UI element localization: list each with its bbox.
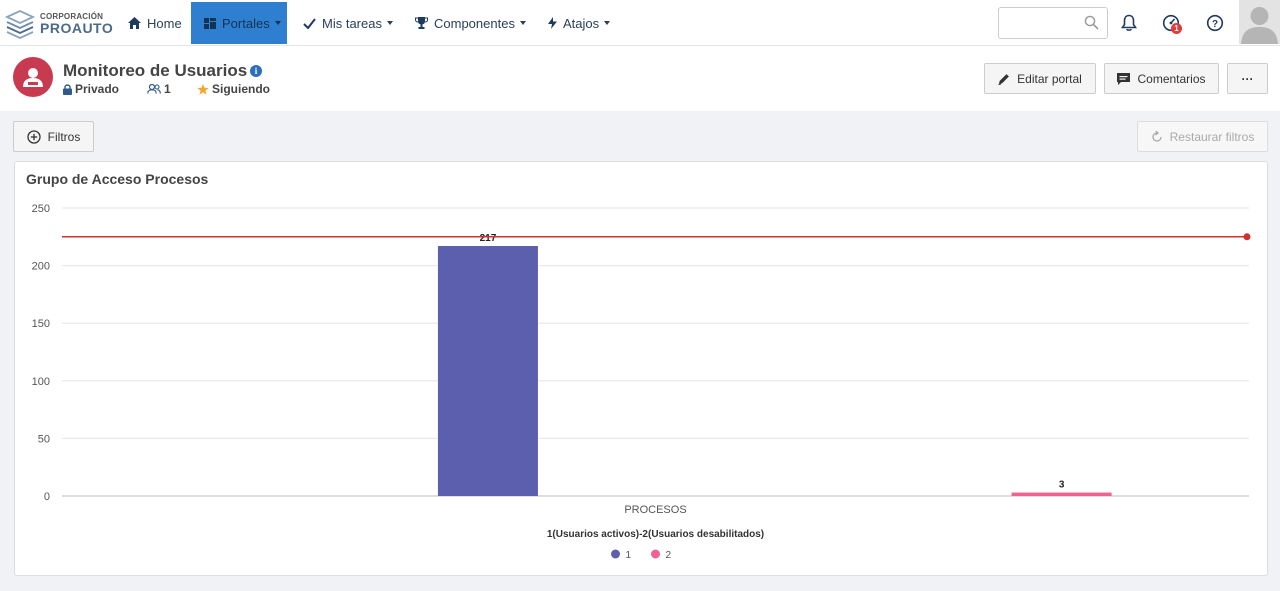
bar-series-2: [1011, 492, 1112, 496]
pencil-icon: [998, 73, 1010, 85]
bar-series-1: [437, 246, 538, 496]
portal-header: Monitoreo de Usuarios i Privado 1 Siguie…: [0, 46, 1280, 111]
logo-icon: [4, 10, 36, 39]
user-group-icon: [23, 68, 43, 87]
search-input[interactable]: [1005, 8, 1085, 36]
chart-card: Grupo de Acceso Procesos 0 50 100 150 200 250…: [14, 161, 1268, 576]
check-icon: [303, 17, 316, 29]
grid-icon: [204, 17, 216, 29]
comments-label: Comentarios: [1137, 71, 1206, 86]
y-tick-label: 0: [44, 491, 50, 503]
comment-icon: [1117, 72, 1131, 85]
data-label: 3: [1059, 480, 1065, 491]
search-box: [998, 7, 1108, 39]
star-icon: [197, 83, 209, 95]
privacy-status: Privado: [63, 82, 119, 96]
nav-home-label: Home: [147, 15, 182, 31]
comments-button[interactable]: Comentarios: [1104, 63, 1219, 94]
info-icon[interactable]: i: [250, 65, 262, 77]
nav-portales-label: Portales: [222, 15, 270, 31]
nav-componentes[interactable]: Componentes: [415, 2, 526, 44]
filters-label: Filtros: [47, 129, 81, 144]
nav-portales[interactable]: Portales: [191, 2, 287, 44]
filters-button[interactable]: Filtros: [13, 121, 94, 152]
nav-home[interactable]: Home: [128, 2, 182, 44]
chevron-down-icon: [604, 21, 611, 25]
restore-filters-label: Restaurar filtros: [1169, 129, 1255, 144]
more-options-button[interactable]: ···: [1227, 63, 1268, 94]
top-navbar: CORPORACIÓN PROAUTO Home Portales Mis ta…: [0, 0, 1280, 46]
help-icon[interactable]: ?: [1204, 12, 1226, 34]
bar-chart: 0 50 100 150 200 250 217 3 PROCESOS 1(Usuarios ac…: [32, 203, 1251, 561]
nav-mis-tareas[interactable]: Mis tareas: [303, 2, 393, 44]
y-tick-label: 100: [32, 376, 50, 388]
nav-componentes-label: Componentes: [434, 15, 515, 31]
restore-filters-button[interactable]: Restaurar filtros: [1137, 121, 1268, 152]
nav-atajos[interactable]: Atajos: [548, 2, 611, 44]
lock-icon: [63, 83, 72, 95]
chart-title: Grupo de Acceso Procesos: [26, 171, 209, 187]
members-count[interactable]: 1: [147, 82, 171, 96]
portal-avatar: [13, 57, 53, 97]
bolt-icon: [548, 17, 557, 29]
legend-label: 1: [626, 550, 632, 561]
legend-label: 2: [666, 550, 672, 561]
svg-text:?: ?: [1212, 19, 1218, 30]
legend-marker: [651, 549, 660, 559]
y-tick-label: 200: [32, 261, 50, 273]
chevron-down-icon: [274, 21, 281, 25]
notification-badge: 1: [1171, 23, 1182, 34]
edit-portal-button[interactable]: Editar portal: [984, 63, 1096, 94]
privacy-label: Privado: [75, 82, 120, 96]
trophy-icon: [415, 17, 428, 29]
follow-status[interactable]: Siguiendo: [197, 82, 270, 96]
legend-marker: [611, 549, 620, 559]
home-icon: [128, 17, 141, 29]
search-icon[interactable]: [1084, 15, 1099, 33]
chevron-down-icon: [386, 21, 393, 25]
y-tick-label: 250: [32, 203, 50, 215]
edit-portal-label: Editar portal: [1017, 71, 1082, 86]
nav-atajos-label: Atajos: [563, 15, 600, 31]
refresh-icon: [1151, 130, 1163, 143]
logo-line2: PROAUTO: [40, 20, 114, 36]
reference-line-marker: [1243, 233, 1251, 241]
logo-line1: CORPORACIÓN: [40, 12, 104, 21]
members-label: 1: [164, 82, 171, 96]
page-title: Monitoreo de Usuarios: [63, 61, 248, 80]
x-tick-label: PROCESOS: [624, 504, 686, 516]
company-logo[interactable]: CORPORACIÓN PROAUTO: [4, 7, 114, 39]
users-icon: [147, 84, 161, 94]
more-options-label: ···: [1241, 71, 1254, 86]
chevron-down-icon: [519, 21, 526, 25]
y-tick-label: 50: [38, 433, 50, 445]
bell-icon[interactable]: [1118, 12, 1140, 34]
data-label: 217: [480, 233, 497, 244]
y-tick-label: 150: [32, 318, 50, 330]
following-label: Siguiendo: [212, 82, 270, 96]
x-axis-title: 1(Usuarios activos)-2(Usuarios desabilit…: [547, 529, 764, 540]
user-avatar[interactable]: [1239, 0, 1280, 44]
nav-mis-tareas-label: Mis tareas: [322, 15, 382, 31]
plus-circle-icon: [27, 129, 41, 144]
